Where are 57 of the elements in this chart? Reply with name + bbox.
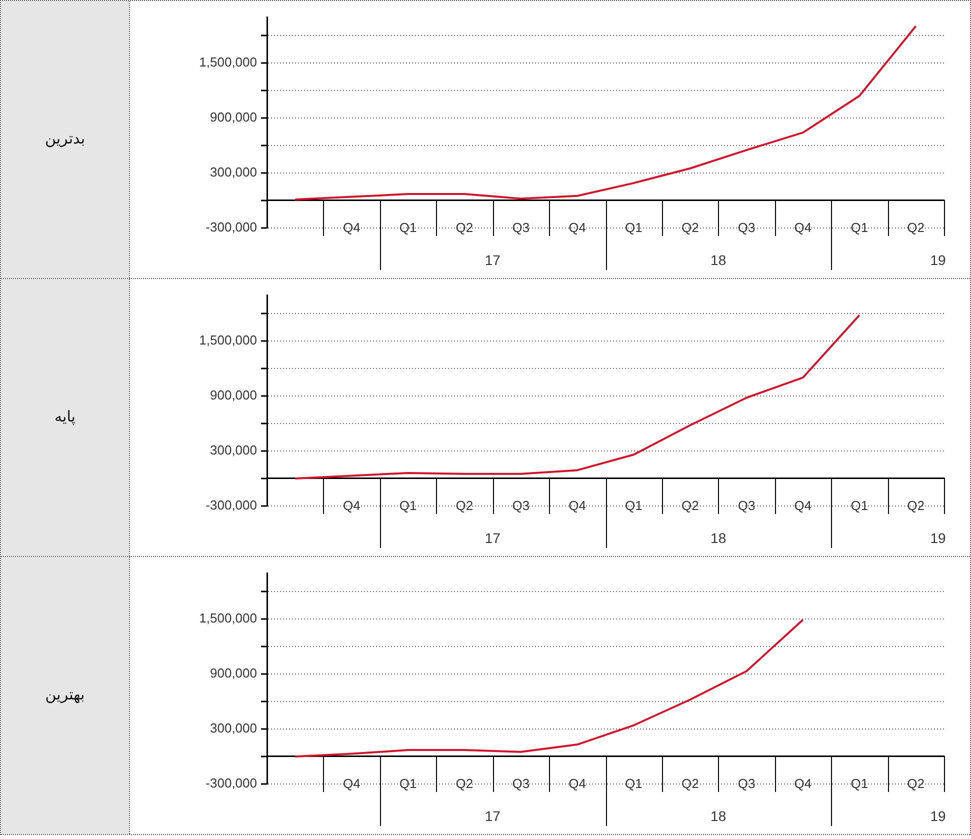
x-tick-label: Q3 bbox=[738, 776, 756, 791]
x-tick-label: Q4 bbox=[568, 776, 586, 791]
x-tick-label: Q1 bbox=[625, 776, 642, 791]
x-tick-label: Q2 bbox=[456, 220, 474, 235]
text: 18 bbox=[710, 252, 726, 268]
y-tick-label: 300,000 bbox=[210, 720, 257, 736]
y-tick-label: 1,500,000 bbox=[199, 54, 257, 70]
x-tick-label: Q3 bbox=[738, 498, 756, 513]
x-tick-label: Q4 bbox=[794, 776, 812, 791]
y-tick-label: -300,000 bbox=[206, 776, 257, 791]
x-tick-label: Q3 bbox=[512, 498, 530, 513]
x-tick-label: Q4 bbox=[342, 498, 360, 513]
text: 18 bbox=[710, 530, 726, 546]
text: 18 bbox=[710, 808, 726, 824]
y-tick-label: 1,500,000 bbox=[199, 332, 257, 348]
x-tick-label: Q1 bbox=[399, 220, 417, 235]
x-tick-label: Q4 bbox=[794, 220, 812, 235]
x-tick-label: Q2 bbox=[681, 220, 699, 235]
x-tick-label: Q2 bbox=[681, 776, 699, 791]
text: 19 bbox=[930, 808, 946, 824]
text: 17 bbox=[484, 530, 501, 546]
x-tick-label: Q3 bbox=[512, 220, 530, 235]
x-tick-label: Q4 bbox=[568, 498, 586, 513]
x-tick-label: Q1 bbox=[399, 776, 417, 791]
x-tick-label: Q4 bbox=[342, 776, 360, 791]
x-tick-label: Q2 bbox=[907, 220, 924, 235]
x-tick-label: Q3 bbox=[738, 220, 756, 235]
x-tick-label: Q1 bbox=[850, 220, 868, 235]
x-tick-label: Q3 bbox=[512, 776, 530, 791]
y-tick-label: 900,000 bbox=[210, 387, 257, 402]
y-tick-label: -300,000 bbox=[206, 220, 257, 235]
x-tick-label: Q1 bbox=[850, 498, 868, 513]
text: 17 bbox=[484, 808, 501, 824]
y-tick-label: 300,000 bbox=[210, 164, 257, 180]
x-tick-label: Q4 bbox=[568, 220, 586, 235]
x-tick-label: Q1 bbox=[625, 220, 642, 235]
text: 19 bbox=[930, 252, 946, 268]
x-tick-label: Q4 bbox=[794, 498, 812, 513]
text: 19 bbox=[930, 530, 946, 546]
y-tick-label: 900,000 bbox=[210, 665, 257, 680]
x-tick-label: Q2 bbox=[907, 776, 924, 791]
x-tick-label: Q1 bbox=[625, 498, 642, 513]
x-tick-label: Q2 bbox=[456, 776, 474, 791]
y-tick-label: 1,500,000 bbox=[199, 610, 257, 626]
y-tick-label: 900,000 bbox=[210, 109, 257, 124]
x-tick-label: Q1 bbox=[850, 776, 868, 791]
x-tick-label: Q2 bbox=[907, 498, 924, 513]
text: 17 bbox=[484, 252, 501, 268]
y-axis-title: بدترین bbox=[44, 129, 86, 148]
x-tick-label: Q4 bbox=[342, 220, 360, 235]
y-tick-label: -300,000 bbox=[206, 498, 257, 513]
y-axis-title: بهترین bbox=[45, 685, 85, 704]
x-tick-label: Q1 bbox=[399, 498, 417, 513]
x-tick-label: Q2 bbox=[681, 498, 699, 513]
y-axis-title: پایه bbox=[54, 407, 76, 426]
y-tick-label: 300,000 bbox=[210, 442, 257, 458]
x-tick-label: Q2 bbox=[456, 498, 474, 513]
